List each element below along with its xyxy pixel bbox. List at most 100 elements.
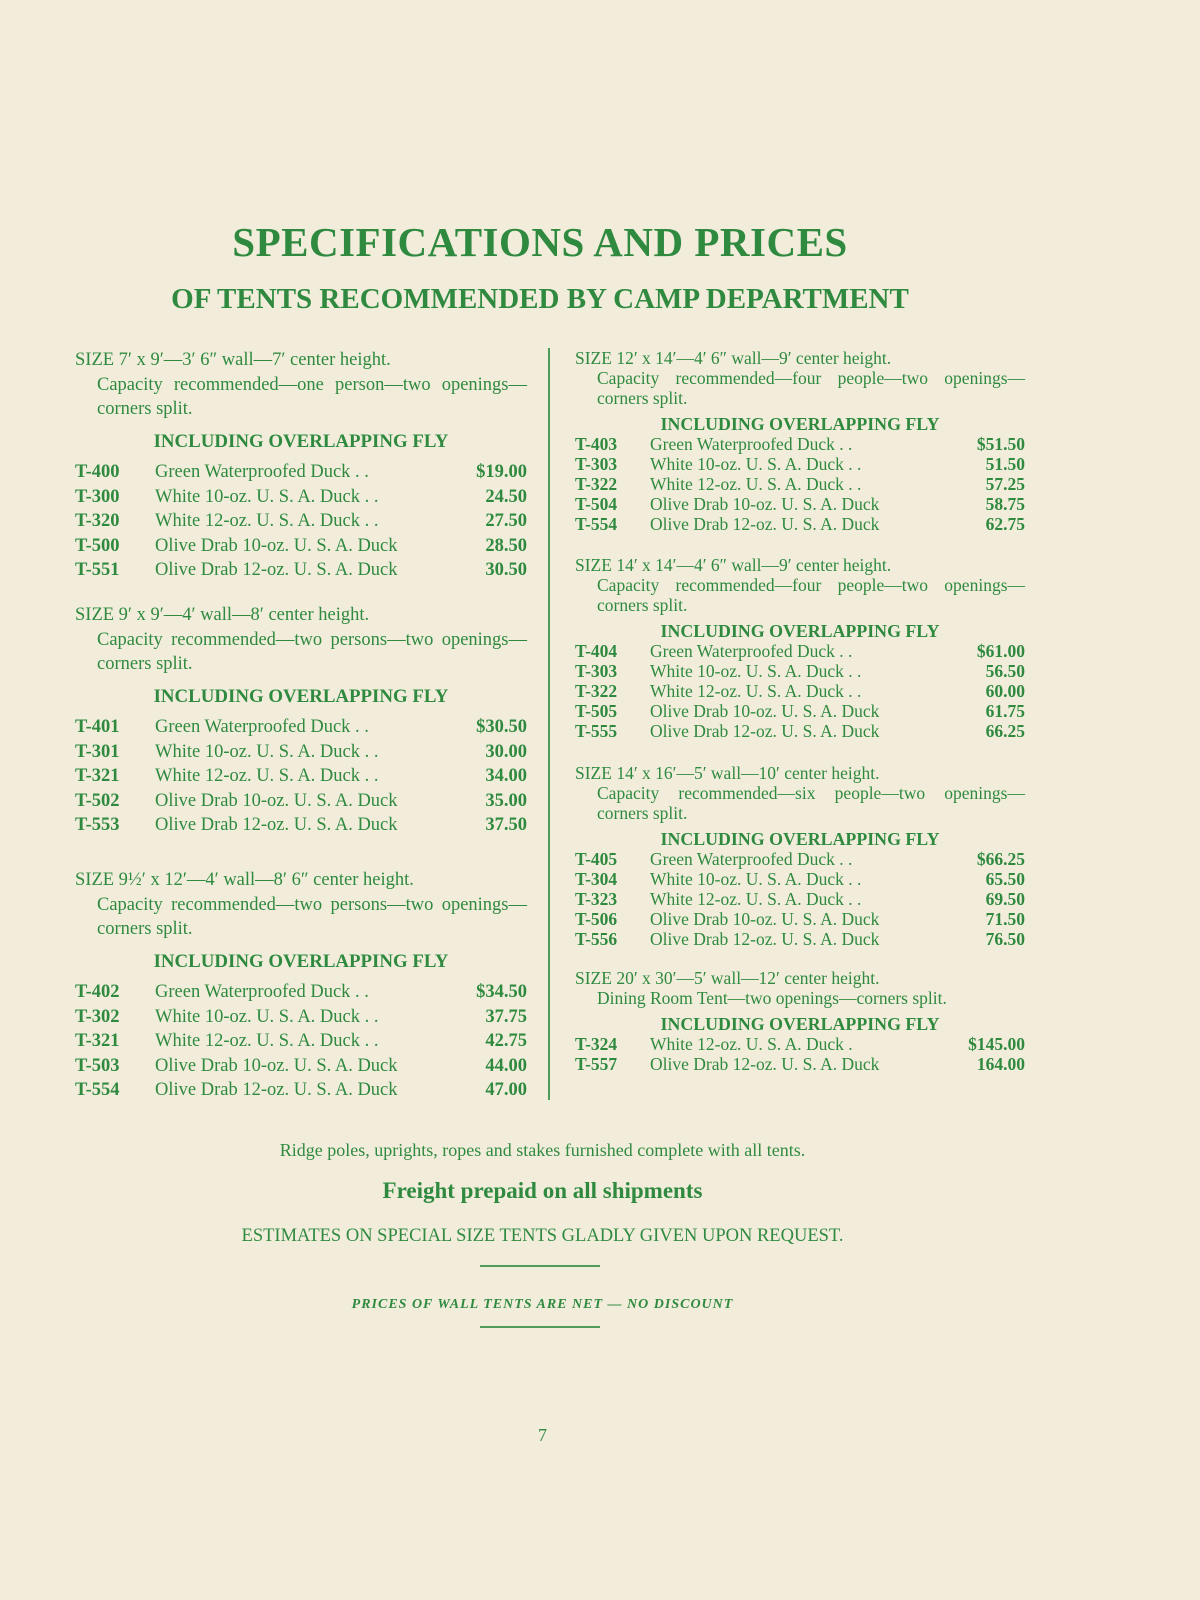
item-description: Olive Drab 12-oz. U. S. A. Duck	[650, 721, 880, 741]
item-code: T-557	[575, 1054, 618, 1074]
size-heading: SIZE 9½′ x 12′—4′ wall—8′ 6″ center heig…	[75, 870, 414, 890]
fly-heading: INCLUDING OVERLAPPING FLY	[153, 685, 449, 707]
item-code: T-554	[575, 514, 618, 534]
item-code: T-323	[575, 889, 618, 909]
item-code: T-553	[75, 815, 120, 835]
price-row: T-324 White 12-oz. U. S. A. Duck . $145.00	[575, 1034, 1025, 1054]
size-heading: SIZE 14′ x 16′—5′ wall—10′ center height…	[575, 763, 880, 783]
item-price: 37.75	[485, 1006, 527, 1027]
size-heading: SIZE 12′ x 14′—4′ 6″ wall—9′ center heig…	[575, 348, 892, 368]
item-description: Green Waterproofed Duck . .	[155, 982, 369, 1002]
item-price: $34.50	[476, 982, 527, 1002]
item-code: T-322	[575, 681, 618, 701]
price-row: T-502 Olive Drab 10-oz. U. S. A. Duck 35.0…	[75, 789, 527, 814]
item-price: 28.50	[485, 535, 527, 556]
price-row: T-302 White 10-oz. U. S. A. Duck . . 37.75	[75, 1005, 527, 1030]
item-price: 35.00	[485, 790, 527, 811]
item-description: Olive Drab 10-oz. U. S. A. Duck	[155, 1055, 398, 1076]
item-code: T-321	[75, 1031, 120, 1051]
capacity-description: Capacity recommended—one person—two open…	[97, 374, 527, 420]
item-price: 34.00	[485, 766, 527, 786]
price-row: T-322 White 12-oz. U. S. A. Duck . . 57.25	[575, 474, 1025, 494]
item-description: Olive Drab 10-oz. U. S. A. Duck	[650, 909, 880, 929]
capacity-description: Capacity recommended—four people—two ope…	[597, 368, 1025, 408]
price-row: T-300 White 10-oz. U. S. A. Duck . . 24.50	[75, 485, 527, 510]
item-code: T-300	[75, 486, 120, 507]
tent-size-section: SIZE 9½′ x 12′—4′ wall—8′ 6″ center heig…	[75, 868, 527, 1103]
fly-heading: INCLUDING OVERLAPPING FLY	[153, 430, 449, 452]
item-price: 71.50	[985, 909, 1025, 929]
price-row: T-404 Green Waterproofed Duck . . $61.00	[575, 641, 1025, 661]
item-description: White 12-oz. U. S. A. Duck . .	[650, 681, 862, 701]
item-code: T-556	[575, 929, 618, 949]
price-row: T-504 Olive Drab 10-oz. U. S. A. Duck 58.7…	[575, 494, 1025, 514]
item-description: Green Waterproofed Duck . .	[155, 462, 369, 482]
item-description: Olive Drab 12-oz. U. S. A. Duck	[155, 560, 398, 580]
item-code: T-555	[575, 721, 618, 741]
page-number: 7	[538, 1425, 547, 1445]
fly-heading: INCLUDING OVERLAPPING FLY	[660, 1014, 940, 1034]
price-row: T-554 Olive Drab 12-oz. U. S. A. Duck 47.0…	[75, 1078, 527, 1103]
item-description: Olive Drab 12-oz. U. S. A. Duck	[155, 1080, 398, 1100]
price-row: T-555 Olive Drab 12-oz. U. S. A. Duck 66.2…	[575, 721, 1025, 741]
item-description: Olive Drab 10-oz. U. S. A. Duck	[650, 701, 880, 721]
item-price: 61.75	[985, 701, 1025, 721]
price-row: T-321 White 12-oz. U. S. A. Duck . . 34.00	[75, 764, 527, 789]
price-row: T-556 Olive Drab 12-oz. U. S. A. Duck 76.5…	[575, 929, 1025, 949]
item-description: White 10-oz. U. S. A. Duck . .	[650, 661, 862, 681]
item-price: 58.75	[985, 494, 1025, 514]
capacity-description: Capacity recommended—six people—two open…	[597, 783, 1025, 823]
item-price: 42.75	[485, 1031, 527, 1051]
item-price: $51.50	[976, 434, 1025, 454]
freight-note: Freight prepaid on all shipments	[382, 1178, 703, 1203]
item-price: $145.00	[968, 1034, 1025, 1054]
item-description: Olive Drab 10-oz. U. S. A. Duck	[650, 494, 880, 514]
item-description: White 12-oz. U. S. A. Duck . .	[650, 474, 862, 494]
price-row: T-553 Olive Drab 12-oz. U. S. A. Duck 37.5…	[75, 813, 527, 838]
item-description: Olive Drab 12-oz. U. S. A. Duck	[650, 929, 880, 949]
item-price: 37.50	[485, 815, 527, 835]
price-row: T-405 Green Waterproofed Duck . . $66.25	[575, 849, 1025, 869]
item-code: T-504	[575, 494, 618, 514]
item-code: T-303	[575, 661, 618, 681]
item-code: T-551	[75, 560, 120, 580]
item-price: $61.00	[976, 641, 1025, 661]
fly-heading: INCLUDING OVERLAPPING FLY	[660, 829, 940, 849]
price-row: T-503 Olive Drab 10-oz. U. S. A. Duck 44.0…	[75, 1054, 527, 1079]
tent-size-section: SIZE 12′ x 14′—4′ 6″ wall—9′ center heig…	[575, 348, 1025, 534]
item-price: 47.00	[485, 1080, 527, 1100]
price-row: T-557 Olive Drab 12-oz. U. S. A. Duck 164.…	[575, 1054, 1025, 1074]
price-row: T-321 White 12-oz. U. S. A. Duck . . 42.75	[75, 1029, 527, 1054]
item-code: T-303	[575, 454, 618, 474]
price-row: T-320 White 12-oz. U. S. A. Duck . . 27.50	[75, 509, 527, 534]
item-description: White 12-oz. U. S. A. Duck . .	[155, 1031, 379, 1051]
item-code: T-403	[575, 434, 618, 454]
price-row: T-322 White 12-oz. U. S. A. Duck . . 60.00	[575, 681, 1025, 701]
price-row: T-506 Olive Drab 10-oz. U. S. A. Duck 71.5…	[575, 909, 1025, 929]
item-price: $19.00	[476, 462, 527, 482]
fly-heading: INCLUDING OVERLAPPING FLY	[153, 950, 449, 972]
size-heading: SIZE 20′ x 30′—5′ wall—12′ center height…	[575, 968, 880, 988]
item-price: 60.00	[985, 681, 1025, 701]
item-code: T-400	[75, 462, 120, 482]
price-row: T-400 Green Waterproofed Duck . . $19.00	[75, 460, 527, 485]
item-description: Green Waterproofed Duck . .	[650, 849, 853, 869]
price-row: T-323 White 12-oz. U. S. A. Duck . . 69.50	[575, 889, 1025, 909]
price-row: T-303 White 10-oz. U. S. A. Duck . . 56.50	[575, 661, 1025, 681]
item-description: White 10-oz. U. S. A. Duck . .	[155, 741, 379, 762]
item-code: T-322	[575, 474, 618, 494]
item-description: Olive Drab 12-oz. U. S. A. Duck	[650, 514, 880, 534]
capacity-description: Capacity recommended—four people—two ope…	[597, 575, 1025, 615]
item-price: 30.50	[485, 560, 527, 580]
net-price-note: PRICES OF WALL TENTS ARE NET — NO DISCOU…	[351, 1297, 734, 1312]
item-code: T-321	[75, 766, 120, 786]
item-price: 57.25	[985, 474, 1025, 494]
item-code: T-500	[75, 535, 120, 556]
item-price: 164.00	[976, 1054, 1025, 1074]
item-price: 51.50	[985, 454, 1025, 474]
item-description: White 10-oz. U. S. A. Duck . .	[155, 486, 379, 507]
item-code: T-304	[575, 869, 618, 889]
size-heading: SIZE 14′ x 14′—4′ 6″ wall—9′ center heig…	[575, 555, 892, 575]
item-price: 66.25	[985, 721, 1025, 741]
item-code: T-324	[575, 1034, 618, 1054]
